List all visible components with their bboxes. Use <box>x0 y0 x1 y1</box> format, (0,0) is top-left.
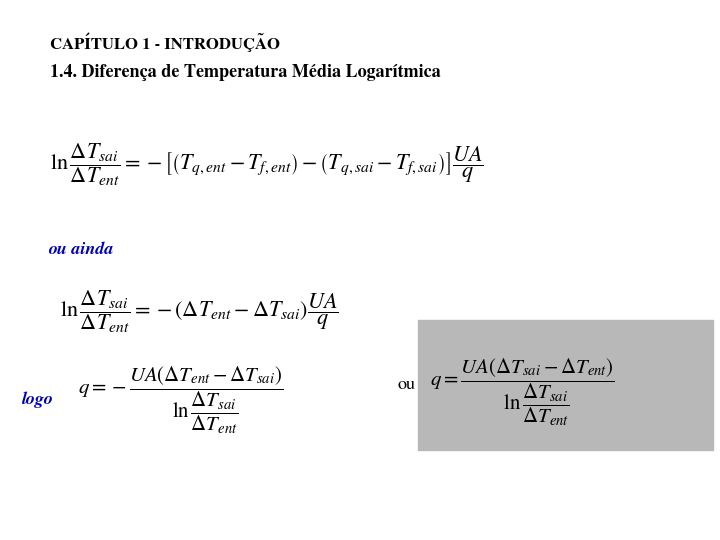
Text: $q = \dfrac{UA\left(\Delta T_{sai} - \Delta T_{ent}\right)}{\ln \dfrac{\Delta T_: $q = \dfrac{UA\left(\Delta T_{sai} - \De… <box>430 356 615 428</box>
Text: logo: logo <box>22 392 54 408</box>
Text: $q = -\dfrac{UA\left(\Delta T_{ent} - \Delta T_{sai}\right)}{\ln \dfrac{\Delta T: $q = -\dfrac{UA\left(\Delta T_{ent} - \D… <box>78 364 283 436</box>
Text: 1.4. Diferença de Temperatura Média Logarítmica: 1.4. Diferença de Temperatura Média Loga… <box>50 64 441 81</box>
Text: CAPÍTULO 1 - INTRODUÇÃO: CAPÍTULO 1 - INTRODUÇÃO <box>50 32 280 51</box>
Text: $\ln \dfrac{\Delta T_{sai}}{\Delta T_{ent}} = -\left[\left(T_{q,ent} - T_{f,ent}: $\ln \dfrac{\Delta T_{sai}}{\Delta T_{en… <box>50 141 484 188</box>
Text: ou: ou <box>398 377 416 393</box>
Text: ou ainda: ou ainda <box>48 242 114 258</box>
FancyBboxPatch shape <box>418 320 713 450</box>
Text: $\ln \dfrac{\Delta T_{sai}}{\Delta T_{ent}} = -\left(\Delta T_{ent} - \Delta T_{: $\ln \dfrac{\Delta T_{sai}}{\Delta T_{en… <box>60 288 339 335</box>
